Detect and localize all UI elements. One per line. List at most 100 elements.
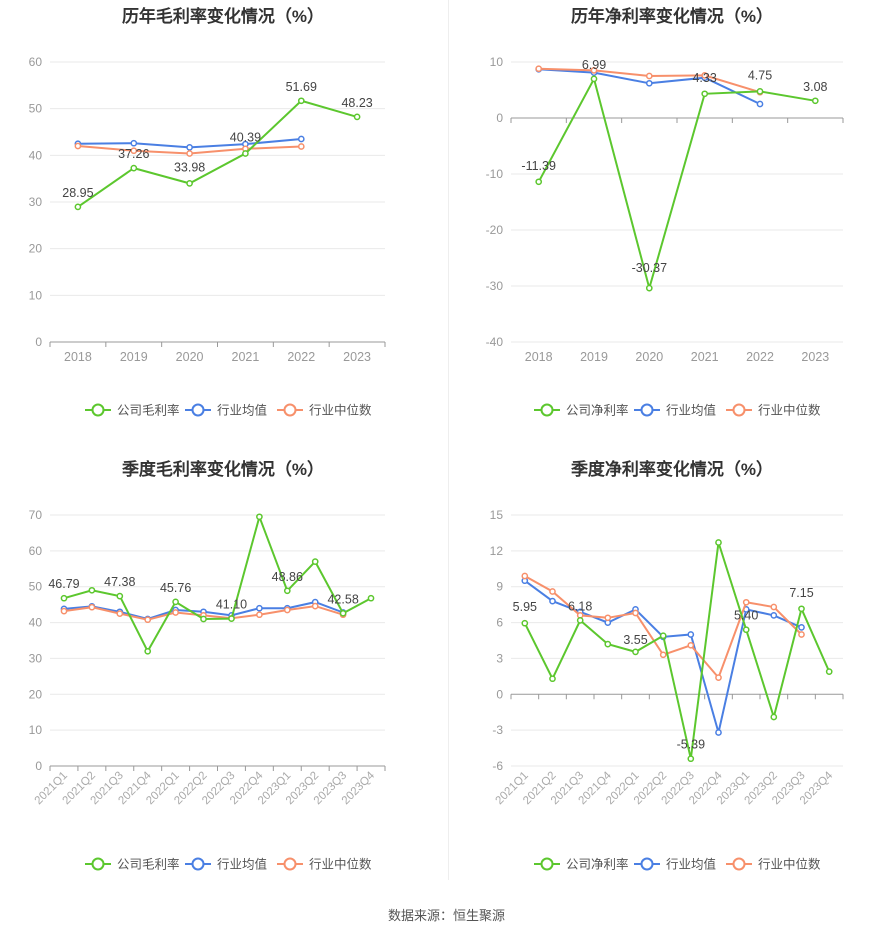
- data-point: [632, 648, 639, 656]
- data-point: [339, 609, 347, 617]
- data-point: [242, 150, 249, 157]
- data-label: 5.40: [734, 609, 758, 623]
- chart-title: 历年毛利率变化情况（%）: [121, 7, 325, 26]
- data-point: [659, 651, 667, 659]
- legend-label: 公司毛利率: [117, 857, 180, 872]
- data-point: [798, 631, 805, 638]
- data-point: [687, 755, 695, 763]
- y-tick-label: 10: [29, 723, 43, 737]
- y-tick-label: -20: [486, 223, 504, 237]
- data-point: [701, 90, 709, 98]
- series-line: [537, 76, 816, 292]
- legend-marker: [283, 403, 297, 417]
- series-line: [63, 513, 372, 654]
- data-point: [311, 558, 319, 565]
- legend-label: 行业中位数: [758, 403, 821, 418]
- legend-label: 公司毛利率: [117, 403, 180, 418]
- data-point: [659, 632, 667, 640]
- data-label: 28.95: [62, 186, 93, 200]
- data-point: [742, 598, 750, 606]
- y-tick-label: 0: [496, 687, 503, 701]
- data-point: [590, 75, 598, 83]
- y-tick-label: 70: [29, 508, 43, 522]
- data-point: [74, 203, 82, 211]
- legend-label: 行业中位数: [758, 857, 821, 872]
- data-point: [770, 603, 778, 611]
- legend-marker: [640, 857, 654, 871]
- data-point: [576, 617, 584, 624]
- data-point: [60, 607, 68, 615]
- data-label: -11.39: [521, 159, 556, 173]
- series-line: [523, 542, 831, 759]
- data-label: 37.26: [118, 147, 149, 161]
- y-tick-label: 6: [496, 616, 503, 630]
- data-point: [701, 72, 709, 79]
- x-tick-label: 2022: [287, 350, 315, 364]
- x-tick-label: 2019: [580, 350, 608, 364]
- data-point: [770, 612, 778, 619]
- annual-net-margin-chart: 历年净利率变化情况（%） -40 -30 -20 -10 0 10 2018 2019 2020…: [449, 0, 893, 455]
- x-tick-label: 2018: [64, 350, 92, 364]
- y-tick-label: -10: [486, 167, 504, 181]
- data-point: [116, 610, 124, 617]
- data-point: [130, 147, 138, 155]
- legend-marker: [91, 403, 105, 417]
- data-point: [798, 605, 805, 613]
- legend-item: 行业均值: [185, 857, 267, 872]
- data-point: [186, 144, 193, 151]
- series-line: [524, 575, 803, 680]
- y-tick-label: 20: [29, 687, 43, 701]
- data-label: 4.75: [748, 68, 772, 82]
- chart-svg: 0102030405060702021Q12021Q22021Q32021Q42…: [29, 508, 386, 872]
- legend-item: 公司净利率: [534, 403, 629, 418]
- data-point: [632, 609, 639, 617]
- data-point: [297, 143, 305, 150]
- data-label: 48.86: [272, 570, 303, 584]
- legend-marker: [283, 857, 297, 871]
- data-point: [172, 609, 179, 616]
- data-point: [116, 592, 124, 600]
- data-point: [74, 142, 82, 150]
- data-label: 33.98: [174, 160, 205, 174]
- y-tick-label: 0: [35, 335, 42, 349]
- legend-item: 公司毛利率: [85, 403, 180, 418]
- y-tick-label: 60: [29, 55, 43, 69]
- data-point: [256, 611, 263, 619]
- data-point: [549, 675, 556, 683]
- legend-marker: [640, 403, 654, 417]
- data-point: [645, 79, 653, 87]
- data-point: [742, 626, 750, 634]
- chart-svg: -40 -30 -20 -10 0 10 2018 2019 2020 2021 2022 2023 -…: [486, 55, 844, 418]
- x-tick-label: 2019: [120, 350, 148, 364]
- data-label: 6.18: [568, 599, 592, 613]
- data-label: 46.79: [48, 577, 79, 591]
- chart-svg: 0 10 20 30 40 50 60 2018 2019 2020 2021 2022 2023 28.…: [29, 55, 386, 418]
- y-tick-label: 3: [496, 651, 503, 665]
- legend-marker: [732, 403, 746, 417]
- x-tick-label: 2021: [691, 350, 719, 364]
- series-line: [77, 99, 358, 208]
- x-tick-label: 2021: [232, 350, 260, 364]
- legend-item: 行业中位数: [277, 857, 372, 872]
- legend-item: 行业均值: [185, 403, 267, 418]
- y-tick-label: 30: [29, 195, 43, 209]
- panel-divider: [448, 0, 449, 880]
- data-label: 3.55: [623, 633, 647, 647]
- data-point: [825, 668, 833, 675]
- y-tick-label: 0: [496, 111, 503, 125]
- x-tick-label: 2018: [525, 350, 553, 364]
- legend-marker: [540, 403, 554, 417]
- data-label: 6.99: [582, 58, 606, 72]
- legend-marker: [191, 403, 205, 417]
- data-point: [715, 729, 722, 736]
- data-point: [283, 587, 291, 595]
- chart-svg: -6-3036912152021Q12021Q22021Q32021Q42022…: [490, 508, 844, 872]
- data-point: [811, 97, 819, 105]
- x-tick-label: 2023: [801, 350, 829, 364]
- data-point: [353, 113, 361, 121]
- data-point: [549, 588, 556, 595]
- data-label: -30.37: [632, 261, 667, 275]
- legend-item: 行业均值: [634, 857, 716, 872]
- y-tick-label: -40: [486, 335, 504, 349]
- chart-title: 季度毛利率变化情况（%）: [121, 460, 325, 479]
